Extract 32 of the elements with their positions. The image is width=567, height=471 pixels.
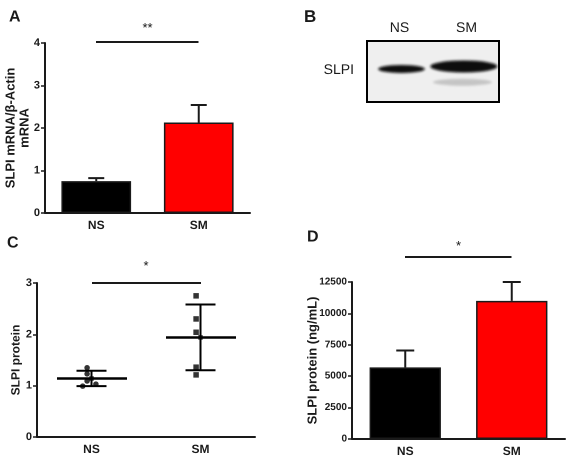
- y-axis-title: SLPI mRNA/β-Actin mRNA: [2, 68, 32, 188]
- text: *: [454, 238, 462, 253]
- y-tick-label: 2: [26, 328, 32, 340]
- text: B: [304, 7, 316, 26]
- y-tick-label: 2500: [324, 402, 348, 414]
- x-tick-label: SM: [502, 444, 521, 458]
- y-tick-label: 0: [34, 207, 40, 219]
- y-tick-label: 1: [34, 164, 40, 176]
- y-tick-label: 0: [341, 434, 348, 444]
- chart-title: A: [9, 8, 21, 26]
- y-tick-label: 4: [34, 37, 41, 49]
- y-tick-label: 1: [26, 380, 32, 392]
- x-tick-label: NS: [83, 442, 100, 456]
- y-tick-label: 12500: [319, 276, 348, 288]
- y-tick-label: 7500: [324, 339, 348, 350]
- y-tick-label: 10000: [319, 308, 348, 319]
- category-label: SM: [455, 19, 478, 35]
- category-label: NS: [388, 19, 410, 35]
- chart-title: C: [7, 234, 19, 252]
- y-tick-label: 0: [26, 431, 32, 443]
- x-tick-label: SM: [192, 442, 210, 456]
- text: **: [141, 20, 154, 35]
- y-tick-label: 3: [26, 277, 32, 289]
- y-tick-label: 2: [34, 122, 40, 134]
- chart-title: D: [307, 228, 319, 246]
- text: *: [142, 258, 150, 273]
- y-axis-title: SLPI protein: [8, 324, 22, 396]
- y-tick-label: 3: [34, 80, 40, 92]
- y-tick-label: 5000: [324, 370, 348, 382]
- y-axis-title: SLPI protein (ng/mL): [304, 296, 320, 424]
- text: SLPI: [324, 61, 354, 77]
- x-tick-label: NS: [396, 444, 414, 458]
